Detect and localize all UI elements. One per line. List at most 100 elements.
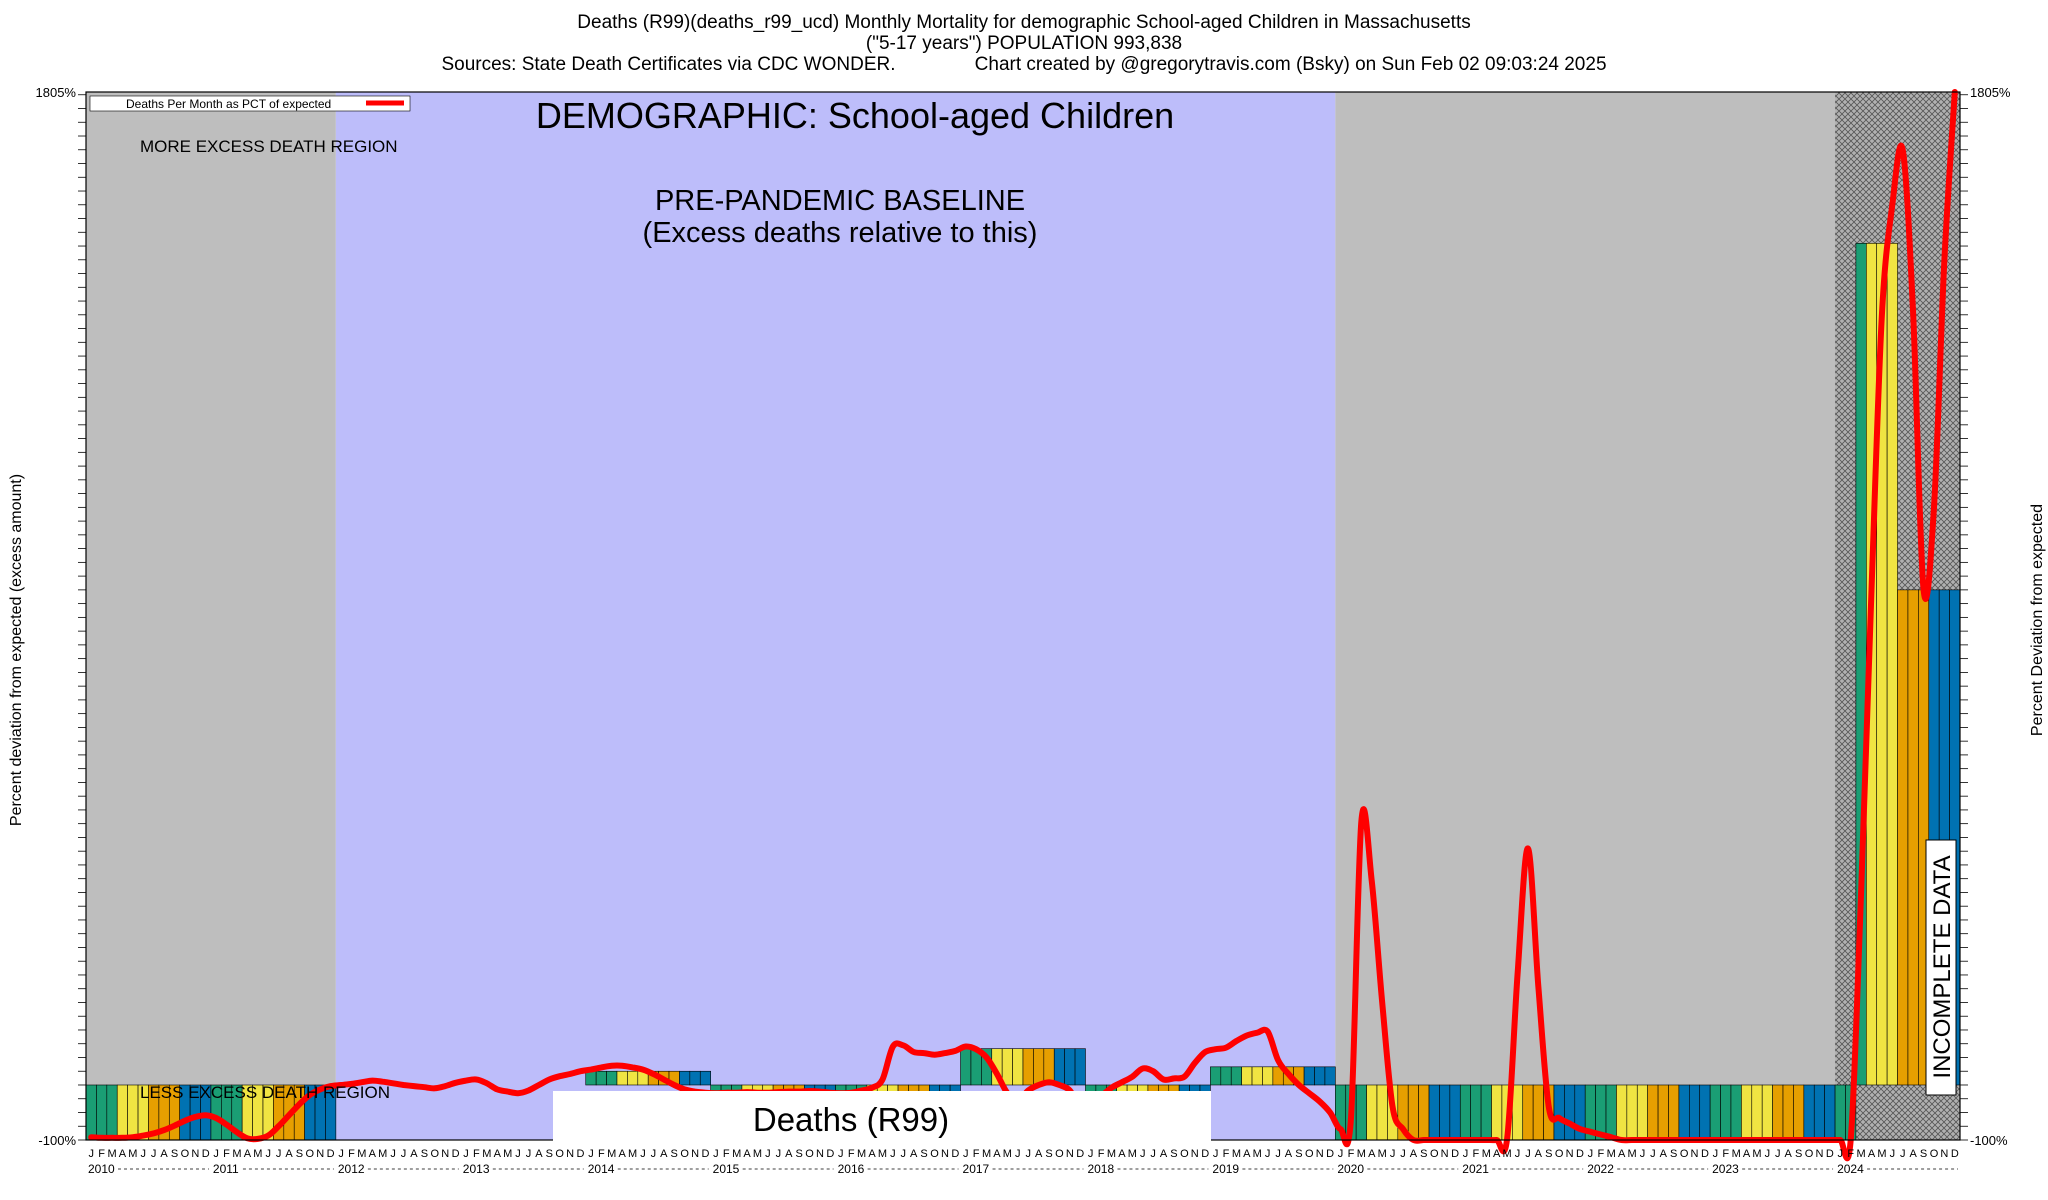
x-tick-month: D	[1951, 1148, 1959, 1160]
data-bar	[1897, 589, 1909, 1086]
x-tick-month: A	[1660, 1148, 1668, 1160]
data-bar	[1782, 1084, 1794, 1141]
incomplete-data-label: INCOMPLETE DATA	[1929, 855, 1956, 1078]
x-tick-month: D	[452, 1148, 460, 1160]
x-tick-month: M	[878, 1148, 887, 1160]
x-tick-month: S	[795, 1148, 802, 1160]
pre-baseline-region	[86, 92, 336, 1140]
data-bar	[1314, 1066, 1326, 1086]
x-tick-month: S	[1170, 1148, 1177, 1160]
data-bar	[1678, 1084, 1690, 1141]
x-tick-month: A	[1785, 1148, 1793, 1160]
x-tick-month: A	[1410, 1148, 1418, 1160]
data-bar	[1761, 1084, 1773, 1141]
x-tick-year: 2015	[713, 1162, 740, 1176]
x-tick-month: A	[369, 1148, 377, 1160]
legend-label: Deaths Per Month as PCT of expected	[126, 97, 331, 111]
x-tick-year: 2013	[463, 1162, 490, 1176]
x-tick-month: M	[1232, 1148, 1241, 1160]
x-tick-month: D	[1701, 1148, 1709, 1160]
x-tick-month: J	[1015, 1148, 1021, 1160]
x-tick-month: F	[223, 1148, 230, 1160]
baseline-annotation-line1: PRE-PANDEMIC BASELINE	[655, 185, 1025, 217]
x-tick-month: J	[1463, 1148, 1469, 1160]
x-tick-month: J	[713, 1148, 719, 1160]
x-tick-month: J	[1025, 1148, 1031, 1160]
x-tick-month: N	[441, 1148, 449, 1160]
data-bar	[1210, 1066, 1222, 1086]
x-tick-month: N	[1066, 1148, 1074, 1160]
data-bar	[1616, 1084, 1628, 1141]
x-tick-month: D	[951, 1148, 959, 1160]
x-tick-month: J	[963, 1148, 969, 1160]
data-bar	[1033, 1048, 1045, 1086]
x-tick-month: J	[1713, 1148, 1719, 1160]
data-bar	[1605, 1084, 1617, 1141]
x-tick-month: A	[910, 1148, 918, 1160]
x-tick-month: O	[1555, 1148, 1564, 1160]
x-tick-month: A	[1160, 1148, 1168, 1160]
x-tick-month: S	[171, 1148, 178, 1160]
data-bar	[1220, 1066, 1232, 1086]
x-tick-month: J	[1265, 1148, 1271, 1160]
data-bar	[1741, 1084, 1753, 1141]
x-tick-month: J	[88, 1148, 94, 1160]
x-tick-month: J	[515, 1148, 521, 1160]
more-excess-region-label: MORE EXCESS DEATH REGION	[140, 137, 398, 156]
x-tick-month: J	[651, 1148, 657, 1160]
x-tick-month: J	[1515, 1148, 1521, 1160]
x-tick-month: A	[244, 1148, 252, 1160]
less-excess-region-label: LESS EXCESS DEATH REGION	[140, 1083, 390, 1102]
x-tick-month: A	[1035, 1148, 1043, 1160]
y-tick-label-bottom-left: -100%	[38, 1133, 76, 1148]
x-tick-month: A	[1243, 1148, 1251, 1160]
x-tick-month: F	[473, 1148, 480, 1160]
x-tick-month: J	[463, 1148, 469, 1160]
x-tick-month: A	[1535, 1148, 1543, 1160]
x-tick-month: S	[546, 1148, 553, 1160]
x-tick-month: M	[503, 1148, 512, 1160]
data-bar	[1376, 1084, 1388, 1141]
x-tick-month: N	[816, 1148, 824, 1160]
x-tick-month: J	[890, 1148, 896, 1160]
x-tick-month: J	[1640, 1148, 1646, 1160]
x-tick-month: M	[1503, 1148, 1512, 1160]
x-tick-month: F	[1098, 1148, 1105, 1160]
x-tick-month: J	[141, 1148, 147, 1160]
x-tick-month: J	[276, 1148, 282, 1160]
data-bar	[1657, 1084, 1669, 1141]
data-bar	[1355, 1084, 1367, 1141]
x-tick-month: N	[1316, 1148, 1324, 1160]
x-tick-month: A	[410, 1148, 418, 1160]
data-bar	[1241, 1066, 1253, 1086]
data-bar	[1668, 1084, 1680, 1141]
x-tick-month: J	[588, 1148, 594, 1160]
x-tick-month: J	[1525, 1148, 1531, 1160]
x-tick-year: 2019	[1212, 1162, 1239, 1176]
data-bar	[627, 1070, 639, 1086]
x-tick-month: O	[430, 1148, 439, 1160]
x-tick-month: A	[494, 1148, 502, 1160]
x-tick-month: N	[941, 1148, 949, 1160]
x-tick-month: F	[1847, 1148, 1854, 1160]
x-tick-month: O	[1430, 1148, 1439, 1160]
data-bar	[1803, 1084, 1815, 1141]
x-tick-month: A	[1493, 1148, 1501, 1160]
x-tick-month: S	[1920, 1148, 1927, 1160]
chart-subtitle: ("5-17 years") POPULATION 993,838	[865, 33, 1183, 54]
data-bar	[1564, 1084, 1576, 1141]
x-tick-month: A	[1909, 1148, 1917, 1160]
x-tick-month: N	[1566, 1148, 1574, 1160]
x-tick-year: 2016	[838, 1162, 865, 1176]
data-bar	[699, 1070, 711, 1086]
x-tick-month: F	[1597, 1148, 1604, 1160]
x-tick-month: S	[1795, 1148, 1802, 1160]
x-tick-month: S	[1670, 1148, 1677, 1160]
data-bar	[1251, 1066, 1263, 1086]
data-bar	[1459, 1084, 1471, 1141]
data-bar	[1647, 1084, 1659, 1141]
x-tick-month: F	[598, 1148, 605, 1160]
x-tick-month: O	[555, 1148, 564, 1160]
data-bar	[1834, 1084, 1846, 1141]
data-bar	[1907, 589, 1919, 1086]
